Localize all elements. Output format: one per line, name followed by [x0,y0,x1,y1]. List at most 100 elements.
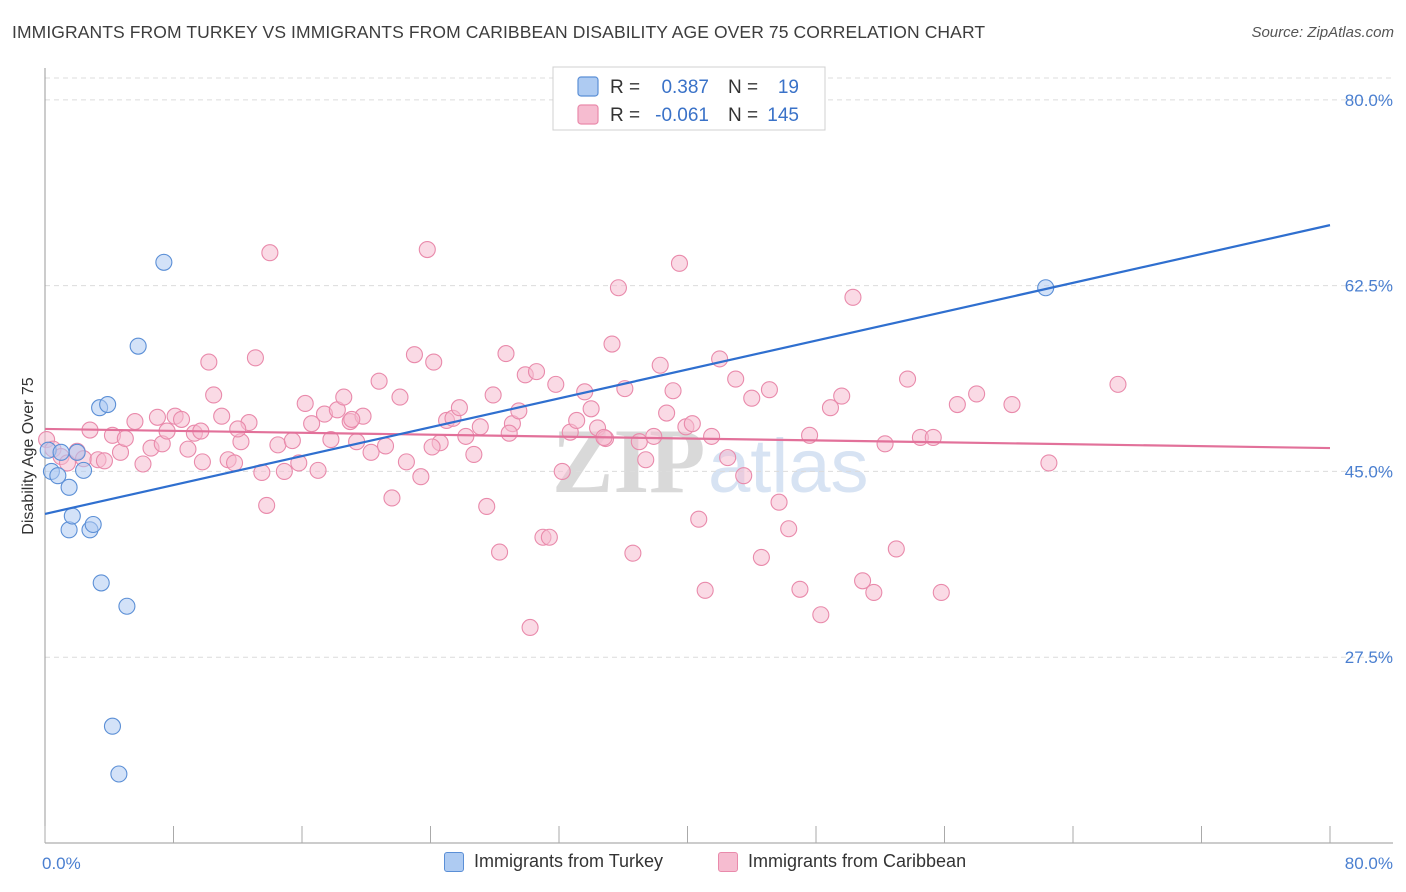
caribbean-point-51 [383,489,401,507]
caribbean-point-76 [547,375,565,393]
caribbean-point-116 [865,583,883,602]
y-tick-label-3: 27.5% [1345,648,1393,667]
caribbean-point-114 [844,288,862,306]
caribbean-point-94 [670,254,689,272]
turkey-point-10 [84,515,102,534]
turkey-point-7 [68,443,86,461]
caribbean-point-109 [791,580,809,598]
turkey-point-16 [118,597,136,615]
turkey-point-17 [129,337,147,355]
caribbean-point-39 [303,415,321,433]
caribbean-point-126 [1040,454,1058,472]
caribbean-point-32 [258,496,276,514]
caribbean-n-value: 145 [767,105,799,126]
caribbean-point-13 [134,455,152,473]
caribbean-point-107 [770,493,788,511]
x-ticks [44,826,1331,843]
caribbean-point-89 [637,451,655,469]
turkey-r-value: 0.387 [661,77,709,98]
caribbean-point-12 [126,412,144,431]
caribbean-point-105 [752,548,770,566]
caribbean-point-36 [283,432,301,450]
caribbean-r-value: -0.061 [655,105,709,126]
caribbean-point-98 [696,581,714,599]
caribbean-point-72 [521,618,539,637]
turkey-n-label: N = [728,77,758,98]
y-tick-labels: 80.0% 62.5% 45.0% 27.5% [1345,91,1393,667]
caribbean-point-44 [335,388,353,406]
turkey-point-13 [99,395,117,414]
caribbean-point-106 [760,381,778,399]
caribbean-point-119 [899,370,917,388]
stats-legend: R = 0.387 N = 19 R = -0.061 N = 145 [552,66,826,131]
caribbean-point-38 [296,394,314,413]
turkey-point-6 [63,507,81,525]
watermark-atlas: atlas [708,424,869,509]
caribbean-point-23 [200,353,218,371]
caribbean-point-35 [275,462,293,480]
turkey-trendline [44,224,1331,515]
caribbean-n-label: N = [728,105,758,126]
caribbean-point-81 [582,400,600,418]
turkey-point-14 [103,717,122,735]
caribbean-point-65 [478,497,496,516]
caribbean-point-88 [630,433,648,451]
caribbean-point-117 [876,435,894,453]
caribbean-point-22 [193,453,211,471]
turkey-point-2 [49,467,67,485]
caribbean-trendline [44,427,1331,450]
legend-item-caribbean: Immigrants from Caribbean [718,851,966,872]
caribbean-point-113 [833,387,851,405]
caribbean-point-61 [450,399,468,417]
legend-label-caribbean: Immigrants from Caribbean [748,851,967,871]
caribbean-point-133 [423,438,441,456]
caribbean-point-85 [609,279,627,297]
caribbean-point-25 [213,407,231,425]
caribbean-point-49 [370,372,388,390]
caribbean-point-91 [651,356,669,374]
caribbean-point-73 [527,363,546,381]
caribbean-point-20 [179,440,197,458]
legend-label-turkey: Immigrants from Turkey [474,851,664,871]
caribbean-point-77 [553,462,571,480]
caribbean-point-130 [500,424,518,442]
chart-title: IMMIGRANTS FROM TURKEY VS IMMIGRANTS FRO… [12,22,986,42]
caribbean-point-108 [780,520,798,538]
y-axis-label: Disability Age Over 75 [20,377,37,535]
caribbean-point-101 [719,449,737,467]
caribbean-point-90 [645,427,663,445]
trendlines [44,224,1331,515]
caribbean-point-55 [412,468,430,486]
turkey-point-12 [92,574,110,592]
caribbean-point-79 [568,411,586,430]
caribbean-point-24 [205,386,223,404]
caribbean-point-103 [735,467,753,485]
turkey-point-15 [110,765,128,783]
caribbean-point-102 [727,370,745,388]
caribbean-point-64 [471,418,489,436]
caribbean-point-40 [309,461,327,479]
turkey-points [39,253,1055,783]
turkey-point-8 [75,461,93,479]
caribbean-point-92 [658,404,676,422]
caribbean-points [38,240,1127,637]
caribbean-point-11 [116,429,134,448]
turkey-n-value: 19 [778,77,799,98]
caribbean-point-129 [229,420,247,438]
caribbean-point-75 [540,528,558,546]
y-tick-label-1: 62.5% [1345,277,1393,296]
caribbean-point-111 [812,606,830,624]
caribbean-point-54 [405,346,423,364]
caribbean-point-127 [1109,375,1127,393]
gridlines [45,77,1393,658]
chart-source: Source: ZipAtlas.com [1251,24,1394,41]
caribbean-point-57 [425,353,443,371]
caribbean-point-84 [603,335,621,353]
caribbean-point-104 [743,389,761,407]
y-tick-label-2: 45.0% [1345,462,1393,481]
caribbean-point-48 [362,443,380,461]
caribbean-point-66 [484,386,502,404]
caribbean-point-15 [148,408,166,426]
x-tick-label-1: 80.0% [1345,854,1393,873]
